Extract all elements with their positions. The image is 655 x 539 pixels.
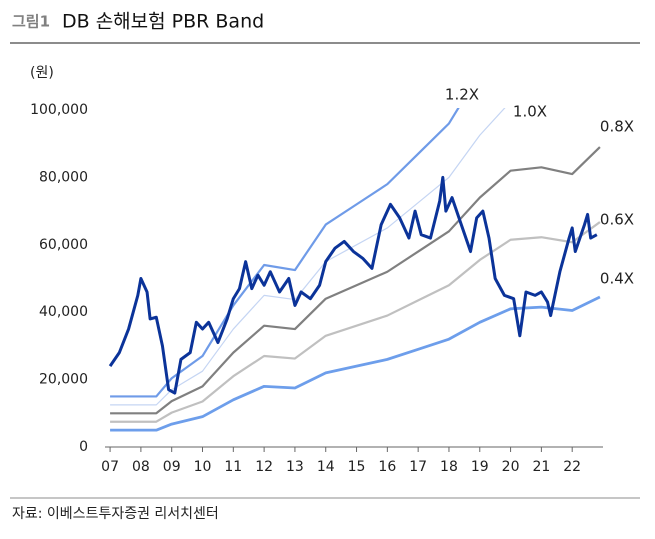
y-unit: (원)	[30, 65, 54, 81]
series-label: 1.2X	[445, 86, 479, 104]
x-tick-label: 19	[471, 459, 489, 475]
series-label: 1.0X	[513, 103, 547, 121]
x-tick-label: 14	[317, 459, 335, 475]
x-tick-label: 12	[255, 459, 273, 475]
y-tick-label: 20,000	[39, 372, 88, 388]
x-tick-label: 18	[440, 459, 458, 475]
x-tick-label: 11	[224, 459, 242, 475]
x-tick-label: 10	[194, 459, 212, 475]
series-label: 0.8X	[600, 118, 634, 136]
chart-title: DB 손해보험 PBR Band	[62, 11, 264, 33]
x-tick-label: 08	[132, 459, 150, 475]
series-line	[110, 108, 506, 406]
series-label: 0.6X	[600, 211, 634, 229]
series-line	[110, 221, 601, 423]
x-tick-label: 07	[101, 459, 119, 475]
series-label: 0.4X	[600, 270, 634, 288]
x-tick-label: 16	[378, 459, 396, 475]
x-tick-label: 17	[409, 459, 427, 475]
y-tick-label: 80,000	[39, 169, 88, 185]
series-line	[110, 108, 460, 398]
series-line	[110, 295, 601, 432]
source: 자료: 이베스트투자증권 리서치센터	[12, 506, 219, 522]
series-line	[108, 175, 598, 395]
x-tick-label: 22	[563, 459, 581, 475]
y-tick-label: 40,000	[39, 304, 88, 320]
x-tick-label: 20	[502, 459, 520, 475]
figure-label: 그림1	[12, 13, 50, 31]
series-line	[110, 146, 601, 415]
x-tick-label: 21	[532, 459, 550, 475]
y-tick-label: 0	[79, 439, 88, 455]
x-tick-label: 15	[348, 459, 366, 475]
y-tick-label: 60,000	[39, 237, 88, 253]
x-tick-label: 09	[163, 459, 181, 475]
x-tick-label: 13	[286, 459, 304, 475]
y-tick-label: 100,000	[30, 102, 88, 118]
